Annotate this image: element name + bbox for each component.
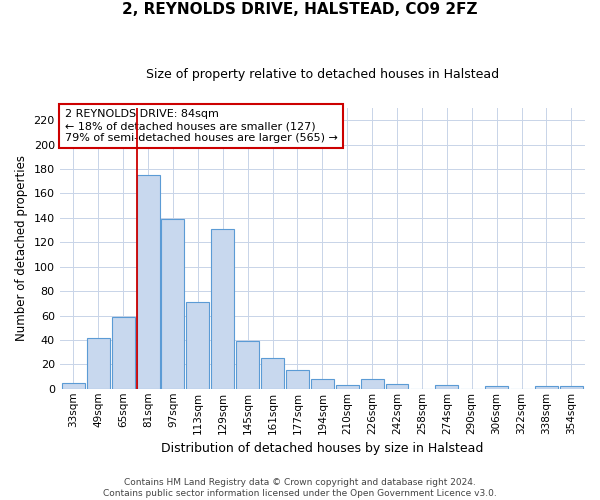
Bar: [436, 385, 458, 389]
Bar: [137, 175, 160, 389]
Bar: [87, 338, 110, 389]
Text: 2 REYNOLDS DRIVE: 84sqm
← 18% of detached houses are smaller (127)
79% of semi-d: 2 REYNOLDS DRIVE: 84sqm ← 18% of detache…: [65, 110, 338, 142]
Bar: [261, 358, 284, 389]
Bar: [236, 341, 259, 389]
Bar: [286, 370, 309, 389]
Bar: [361, 379, 383, 389]
Bar: [535, 386, 558, 389]
Bar: [560, 386, 583, 389]
Bar: [211, 229, 234, 389]
Bar: [336, 385, 359, 389]
Bar: [187, 302, 209, 389]
Bar: [311, 379, 334, 389]
Bar: [62, 382, 85, 389]
Bar: [386, 384, 409, 389]
Y-axis label: Number of detached properties: Number of detached properties: [15, 156, 28, 342]
Bar: [485, 386, 508, 389]
Text: 2, REYNOLDS DRIVE, HALSTEAD, CO9 2FZ: 2, REYNOLDS DRIVE, HALSTEAD, CO9 2FZ: [122, 2, 478, 18]
Bar: [112, 317, 134, 389]
Title: Size of property relative to detached houses in Halstead: Size of property relative to detached ho…: [146, 68, 499, 80]
Bar: [161, 219, 184, 389]
Text: Contains HM Land Registry data © Crown copyright and database right 2024.
Contai: Contains HM Land Registry data © Crown c…: [103, 478, 497, 498]
X-axis label: Distribution of detached houses by size in Halstead: Distribution of detached houses by size …: [161, 442, 484, 455]
